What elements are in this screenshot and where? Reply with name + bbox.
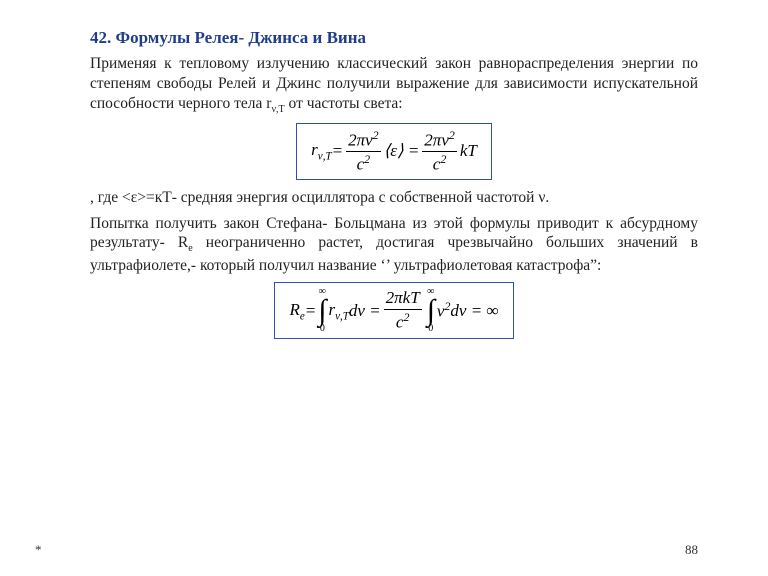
formula-2-box: Re = ∞ ∫ 0 rν,T dν = 2πkT c2 ∞ ∫ 0 [274,282,513,339]
page-number: 88 [685,542,698,558]
paragraph-1: Применяя к тепловому излучению классичес… [90,54,698,117]
f2-int1: ∞ ∫ 0 [318,287,326,334]
f1-num1exp: 2 [373,128,379,142]
f1-eq1: = [332,141,343,161]
f1-lhs-sub: ν,T [318,150,332,162]
f1-num2: 2πν [424,130,449,149]
f1-num2exp: 2 [449,128,455,142]
f2-int1-lo: 0 [320,324,325,334]
formula-2: Re = ∞ ∫ 0 rν,T dν = 2πkT c2 ∞ ∫ 0 [289,287,498,334]
integral-icon: ∫ [427,297,435,324]
footnote-star: * [35,542,42,558]
f1-lhs: r [311,140,318,159]
f1-frac2: 2πν2 c2 [422,128,457,175]
f2-eq1: = [305,301,316,321]
f2-frac: 2πkT c2 [384,288,422,332]
formula-1-box: rν,T = 2πν2 c2 ⟨ε⟩ = 2πν2 c2 kT [296,123,492,180]
f1-den2exp: 2 [440,152,446,166]
paragraph-2: , где <ε>=кТ- средняя энергия осциллятор… [90,188,698,208]
f2-denexp: 2 [403,310,409,324]
f1-den1: c [357,154,365,173]
f1-num1: 2πν [348,130,373,149]
section-title: 42. Формулы Релея- Джинса и Вина [90,28,698,48]
f1-tail: kT [460,141,477,161]
f2-lhs: R [289,300,299,319]
formula-2-wrap: Re = ∞ ∫ 0 rν,T dν = 2πkT c2 ∞ ∫ 0 [90,282,698,339]
f1-mid: ⟨ε⟩ = [384,141,420,161]
integral-icon: ∫ [318,297,326,324]
f1-den1exp: 2 [364,152,370,166]
formula-1: rν,T = 2πν2 c2 ⟨ε⟩ = 2πν2 c2 kT [311,128,477,175]
f2-num: 2πkT [384,288,422,309]
p1-text-b: от частоты света: [285,95,403,112]
f1-frac1: 2πν2 c2 [346,128,381,175]
p1-subscript: ν,T [271,104,284,115]
slide-content: 42. Формулы Релея- Джинса и Вина Применя… [0,0,768,339]
f2-int2: ∞ ∫ 0 [427,287,435,334]
f2-tail: dν = ∞ [450,301,498,321]
f2-dnu: dν = [349,301,381,321]
formula-1-wrap: rν,T = 2πν2 c2 ⟨ε⟩ = 2πν2 c2 kT [90,123,698,180]
f2-int2-lo: 0 [428,324,433,334]
paragraph-3: Попытка получить закон Стефана- Больцман… [90,214,698,277]
f2-ig1-sub: ν,T [335,310,349,322]
